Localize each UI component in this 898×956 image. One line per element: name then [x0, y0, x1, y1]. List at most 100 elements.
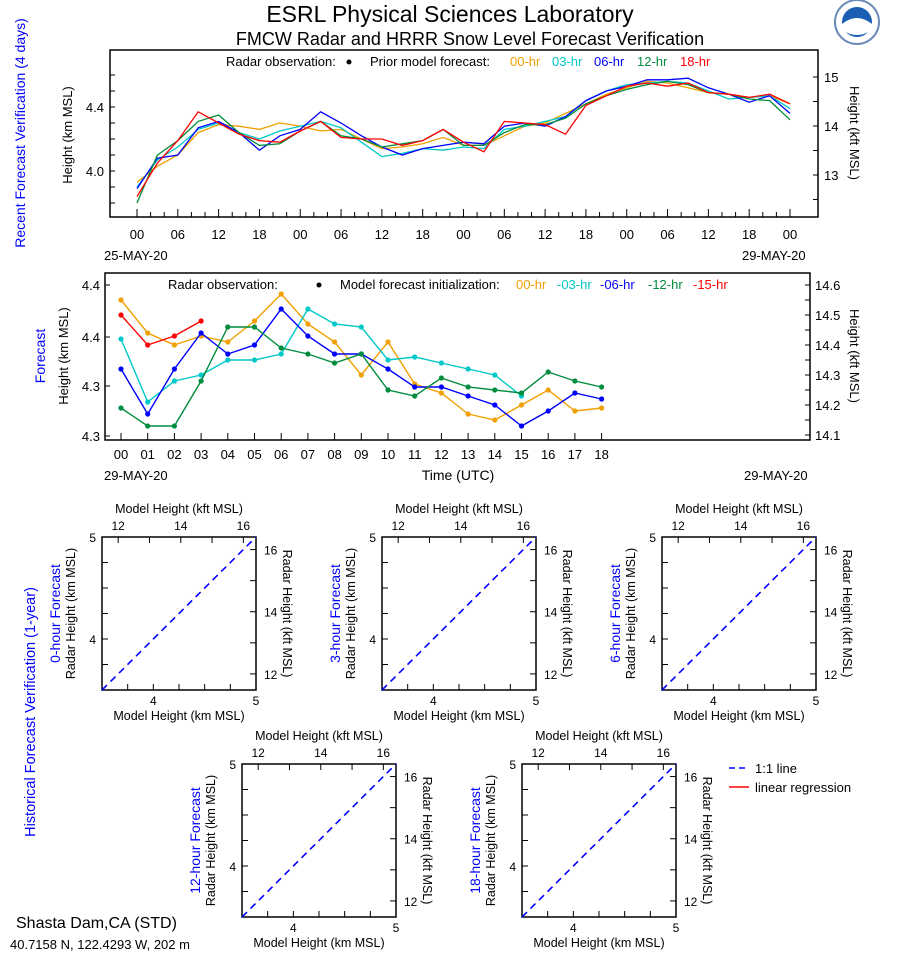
y-right-axis-label: Radar Height (kft MSL)	[700, 777, 714, 905]
y-tick-label: 4.0	[86, 164, 104, 179]
y-axis-label: Radar Height (km MSL)	[204, 775, 218, 906]
x-end-label: 29-MAY-20	[744, 468, 808, 483]
x-top-tick-label: 12	[672, 519, 686, 533]
forecast-chart: 00 01 02 03 04 05 06 07 08 09 10 11 12 13 14 15 16 17 18 29…	[32, 272, 862, 483]
x-tick-label: 13	[461, 447, 475, 462]
data-point-12-hr	[332, 360, 338, 366]
x-tick-label: 5	[673, 921, 680, 935]
y-right-tick-label: 16	[684, 771, 698, 785]
y-tick-label: 4	[369, 633, 376, 647]
data-point-00-hr	[225, 339, 231, 345]
y-right-tick-label: 14.4	[815, 338, 840, 353]
legend-entry-03-hr: -03-hr	[557, 277, 592, 292]
site-coords: 40.7158 N, 122.4293 W, 202 m	[10, 937, 190, 952]
recent-verification-chart: 00 06 12 18 00 06 12 18 00 06 12 18 00 06 12 18 00 25-MAY…	[12, 18, 862, 263]
y-right-tick-label: 14	[264, 606, 278, 620]
y-tick-label: 4.3	[82, 429, 100, 444]
data-point-12-hr	[198, 378, 204, 384]
x-top-tick-label: 16	[657, 746, 671, 760]
site-name: Shasta Dam,CA (STD)	[16, 915, 177, 932]
x-start-label: 29-MAY-20	[104, 468, 168, 483]
x-axis-label: Model Height (km MSL)	[253, 936, 384, 950]
data-point-06-hr	[572, 390, 578, 396]
scatter-panel-3: 4 4 5 5 12 12 14 14 16 16 Model Height (kft MSL) Mo…	[187, 729, 434, 950]
x-tick-label: 14	[488, 447, 502, 462]
x-tick-label: 12	[375, 227, 389, 242]
y-right-axis-label: Radar Height (kft MSL)	[280, 550, 294, 678]
series-line-03-hr	[136, 80, 791, 188]
series-line-06-hr	[136, 77, 791, 189]
data-point-03-hr	[145, 399, 151, 405]
series-line-03-hr	[120, 308, 522, 404]
data-point-03-hr	[118, 336, 124, 342]
y-right-axis-label: Height (kft MSL)	[847, 309, 862, 403]
panel-title: 18-hour Forecast	[467, 787, 483, 894]
x-tick-label: 09	[354, 447, 368, 462]
x-tick-label: 5	[813, 694, 820, 708]
legend-entry-18-hr: 18-hr	[680, 54, 711, 69]
x-tick-label: 00	[114, 447, 128, 462]
x-tick-label: 4	[710, 694, 717, 708]
y-right-tick-label: 16	[824, 544, 838, 558]
data-point-06-hr	[251, 342, 258, 348]
y-right-axis-label: Radar Height (kft MSL)	[560, 550, 574, 678]
y-right-tick-label: 14	[824, 119, 838, 134]
data-point-12-hr	[572, 378, 578, 384]
data-point-00-hr	[465, 411, 471, 417]
data-point-15-hr	[118, 312, 124, 318]
x-tick-label: 4	[150, 694, 157, 708]
y-axis-label: Radar Height (km MSL)	[344, 548, 358, 679]
y-right-tick-label: 12	[684, 895, 698, 909]
y-axis-label: Radar Height (km MSL)	[484, 775, 498, 906]
x-top-axis-label: Model Height (kft MSL)	[255, 729, 383, 743]
y-tick-label: 5	[369, 531, 376, 545]
data-point-00-hr	[358, 372, 364, 378]
x-tick-label: 06	[497, 227, 511, 242]
x-top-tick-label: 12	[112, 519, 126, 533]
data-point-03-hr	[385, 357, 391, 363]
data-point-03-hr	[225, 357, 231, 363]
data-point-00-hr	[545, 387, 551, 393]
x-top-tick-label: 14	[314, 746, 328, 760]
x-tick-label: 16	[541, 447, 555, 462]
x-tick-label: 02	[167, 447, 181, 462]
y-right-tick-label: 14.1	[815, 428, 840, 443]
y-right-axis-label: Radar Height (kft MSL)	[840, 550, 854, 678]
y-right-tick-label: 12	[824, 668, 838, 682]
legend-forecast-label: Model forecast initialization:	[340, 277, 500, 292]
data-point-03-hr	[438, 360, 444, 366]
y-tick-label: 5	[649, 531, 656, 545]
data-point-12-hr	[358, 351, 364, 357]
y-tick-label: 4	[509, 860, 516, 874]
noaa-logo	[834, 0, 880, 45]
x-tick-label: 18	[579, 227, 593, 242]
data-point-06-hr	[171, 366, 177, 372]
y-tick-label: 4	[229, 860, 236, 874]
y-tick-label: 5	[509, 758, 516, 772]
x-tick-label: 05	[247, 447, 261, 462]
x-top-tick-label: 12	[392, 519, 406, 533]
legend-entry-00-hr: 00-hr	[510, 54, 541, 69]
data-point-06-hr	[465, 393, 471, 399]
section-label-forecast: Forecast	[32, 329, 48, 384]
page-title: ESRL Physical Sciences Laboratory	[266, 1, 634, 27]
data-point-00-hr	[572, 408, 578, 414]
x-top-tick-label: 16	[377, 746, 391, 760]
x-tick-label: 06	[274, 447, 288, 462]
data-point-06-hr	[198, 330, 204, 336]
data-point-03-hr	[171, 378, 177, 384]
x-tick-label: 18	[252, 227, 266, 242]
y-tick-label: 5	[89, 531, 96, 545]
x-tick-label: 03	[194, 447, 208, 462]
y-right-tick-label: 12	[544, 668, 558, 682]
data-point-06-hr	[145, 411, 151, 417]
data-point-00-hr	[385, 339, 391, 345]
x-tick-label: 17	[568, 447, 582, 462]
x-top-tick-label: 14	[734, 519, 748, 533]
data-point-06-hr	[599, 396, 605, 402]
x-tick-label: 00	[620, 227, 634, 242]
y-right-tick-label: 14	[544, 606, 558, 620]
data-point-12-hr	[492, 387, 498, 393]
y-right-tick-label: 14.6	[815, 278, 840, 293]
data-point-00-hr	[599, 405, 605, 411]
